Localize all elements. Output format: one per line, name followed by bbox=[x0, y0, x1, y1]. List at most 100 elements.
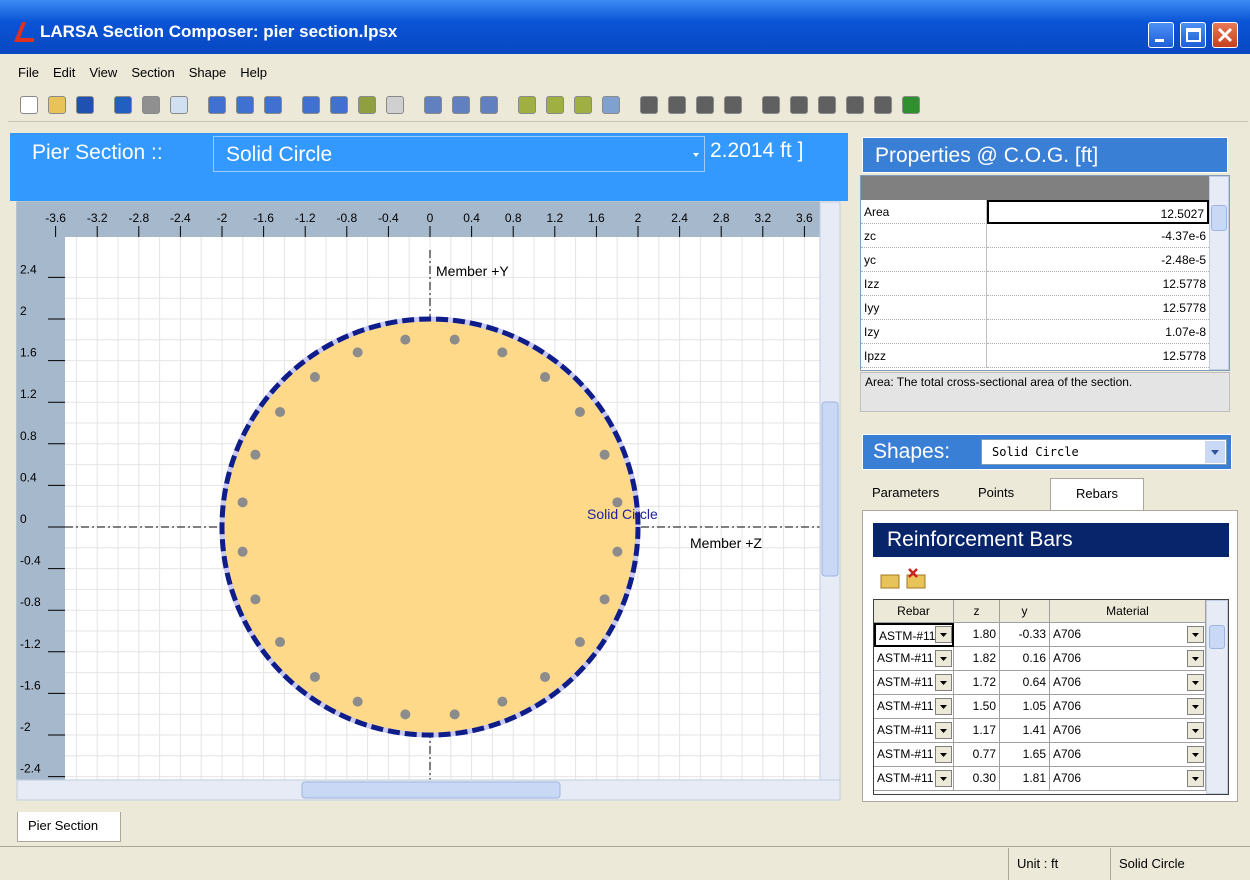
rebar-cell: 1.50 bbox=[954, 695, 1000, 719]
x-ruler-label: -3.2 bbox=[87, 211, 108, 225]
dropdown-button[interactable] bbox=[935, 626, 952, 643]
section-selected: Solid Circle bbox=[226, 143, 333, 166]
property-name: zc bbox=[861, 224, 987, 248]
menu-item[interactable]: Help bbox=[240, 64, 268, 80]
toolbar-button[interactable] bbox=[640, 96, 658, 114]
toolbar-button[interactable] bbox=[386, 96, 404, 114]
toolbar-button[interactable] bbox=[330, 96, 348, 114]
toolbar-button[interactable] bbox=[20, 96, 38, 114]
dropdown-button[interactable] bbox=[935, 722, 952, 739]
menu-item[interactable]: Shape bbox=[188, 64, 227, 80]
x-ruler-label: 3.6 bbox=[796, 211, 813, 225]
toolbar-button[interactable] bbox=[264, 96, 282, 114]
toolbar-button[interactable] bbox=[142, 96, 160, 114]
dropdown-button[interactable] bbox=[1187, 650, 1204, 667]
x-ruler-label: -2.8 bbox=[128, 211, 149, 225]
section-canvas: -3.6 -3.2 -2.8 -2.4 -2 -1.6 -1.2 -0.8 -0.4 0 0.4 0.… bbox=[16, 201, 841, 801]
rebar-dot bbox=[275, 406, 286, 417]
rebar-dot bbox=[599, 449, 610, 460]
rebar-cell: ASTM-#11 bbox=[874, 623, 954, 647]
toolbar-button[interactable] bbox=[518, 96, 536, 114]
close-button[interactable] bbox=[1212, 22, 1238, 48]
toolbar-button[interactable] bbox=[668, 96, 686, 114]
minimize-button[interactable] bbox=[1148, 22, 1174, 48]
dropdown-button[interactable] bbox=[1187, 626, 1204, 643]
section-dropdown[interactable]: Solid Circle bbox=[213, 136, 705, 172]
x-ruler-label: -1.2 bbox=[295, 211, 316, 225]
toolbar-button[interactable] bbox=[452, 96, 470, 114]
toolbar-button[interactable] bbox=[602, 96, 620, 114]
rebar-cell: ASTM-#11 bbox=[874, 671, 954, 695]
rebar-dot bbox=[400, 334, 411, 345]
menu-item[interactable]: File bbox=[18, 64, 39, 80]
dropdown-button[interactable] bbox=[935, 746, 952, 763]
toolbar-button[interactable] bbox=[114, 96, 132, 114]
toolbar-button[interactable] bbox=[236, 96, 254, 114]
property-value: 12.5778 bbox=[987, 296, 1209, 320]
member-z-label: Member +Z bbox=[690, 535, 762, 551]
toolbar-button[interactable] bbox=[76, 96, 94, 114]
rebar-dot bbox=[540, 671, 551, 682]
property-value: -2.48e-5 bbox=[987, 248, 1209, 272]
menu-item[interactable]: View bbox=[89, 64, 118, 80]
dropdown-button[interactable] bbox=[935, 698, 952, 715]
dropdown-button[interactable] bbox=[1187, 674, 1204, 691]
toolbar-button[interactable] bbox=[546, 96, 564, 114]
rebar-cell: 1.72 bbox=[954, 671, 1000, 695]
dropdown-button[interactable] bbox=[1187, 746, 1204, 763]
toolbar-button[interactable] bbox=[874, 96, 892, 114]
rebar-tools bbox=[880, 568, 926, 589]
toolbar-button[interactable] bbox=[574, 96, 592, 114]
dropdown-button[interactable] bbox=[1187, 698, 1204, 715]
y-ruler-label: 2 bbox=[20, 304, 27, 318]
toolbar-button[interactable] bbox=[480, 96, 498, 114]
x-ruler-label: 0 bbox=[427, 211, 434, 225]
toolbar-button[interactable] bbox=[48, 96, 66, 114]
maximize-button[interactable] bbox=[1180, 22, 1206, 48]
y-ruler-label: -2 bbox=[20, 720, 31, 734]
toolbar-button[interactable] bbox=[790, 96, 808, 114]
toolbar-button[interactable] bbox=[170, 96, 188, 114]
toolbar-button[interactable] bbox=[724, 96, 742, 114]
column-header: Rebar bbox=[874, 600, 954, 623]
dropdown-button[interactable] bbox=[1187, 722, 1204, 739]
dropdown-button[interactable] bbox=[1187, 770, 1204, 787]
rebar-cell: ASTM-#11 bbox=[874, 743, 954, 767]
panel-tab[interactable]: Parameters bbox=[872, 485, 940, 500]
menu-item[interactable]: Edit bbox=[52, 64, 76, 80]
menu-item[interactable]: Section bbox=[131, 64, 175, 80]
shapes-dropdown[interactable]: Solid Circle bbox=[981, 439, 1227, 465]
rebar-cell: A706 bbox=[1050, 695, 1206, 719]
y-ruler-label: 0 bbox=[20, 512, 27, 526]
dropdown-button[interactable] bbox=[935, 650, 952, 667]
toolbar-button[interactable] bbox=[358, 96, 376, 114]
document-tab[interactable]: Pier Section bbox=[17, 812, 121, 842]
scroll-thumb[interactable] bbox=[301, 781, 561, 799]
toolbar-button[interactable] bbox=[818, 96, 836, 114]
x-ruler-label: -1.6 bbox=[253, 211, 274, 225]
panel-tab[interactable]: Rebars bbox=[1050, 478, 1144, 510]
x-ruler-label: 0.8 bbox=[505, 211, 522, 225]
rebar-dot bbox=[352, 347, 363, 358]
toolbar-button[interactable] bbox=[424, 96, 442, 114]
rebar-cell: 1.81 bbox=[1000, 767, 1050, 791]
shapes-bar: Shapes: Solid Circle bbox=[862, 434, 1232, 470]
dropdown-button[interactable] bbox=[935, 674, 952, 691]
toolbar-button[interactable] bbox=[846, 96, 864, 114]
scroll-thumb[interactable] bbox=[821, 401, 839, 577]
rebar-cell: ASTM-#11 bbox=[874, 719, 954, 743]
toolbar-button[interactable] bbox=[302, 96, 320, 114]
toolbar-button[interactable] bbox=[696, 96, 714, 114]
toolbar-button[interactable] bbox=[762, 96, 780, 114]
x-ruler-label: -0.4 bbox=[378, 211, 399, 225]
panel-tab[interactable]: Points bbox=[978, 485, 1015, 500]
dropdown-button[interactable] bbox=[935, 770, 952, 787]
toolbar-button[interactable] bbox=[902, 96, 920, 114]
rebar-dot bbox=[275, 637, 286, 648]
rebar-dot bbox=[612, 497, 623, 508]
y-ruler-label: 1.6 bbox=[20, 346, 37, 360]
x-ruler-label: -0.8 bbox=[336, 211, 357, 225]
toolbar-button[interactable] bbox=[208, 96, 226, 114]
app-icon bbox=[14, 22, 34, 42]
